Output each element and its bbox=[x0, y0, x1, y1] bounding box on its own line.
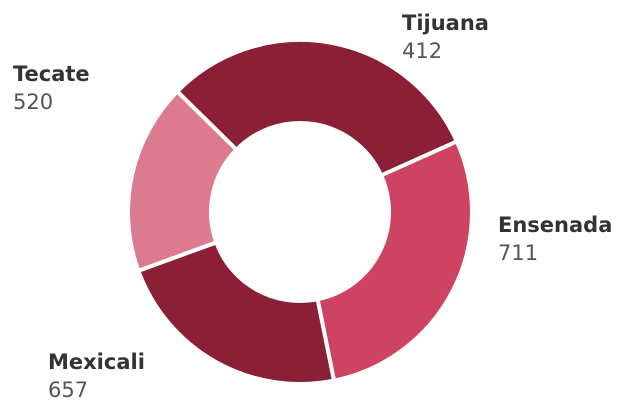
slice-value-mexicali: 657 bbox=[48, 378, 88, 402]
slices-group bbox=[126, 38, 474, 386]
slice-label-ensenada: Ensenada bbox=[498, 213, 612, 237]
slice-tijuana bbox=[126, 89, 239, 273]
slice-tecate bbox=[136, 240, 336, 386]
slice-mexicali bbox=[315, 139, 474, 383]
slice-label-tijuana: Tijuana bbox=[402, 11, 489, 35]
slice-label-tecate: Tecate bbox=[13, 62, 90, 86]
slice-value-tecate: 520 bbox=[13, 90, 53, 114]
slice-ensenada bbox=[175, 38, 459, 178]
labels-group: Tijuana 412 Ensenada 711 Mexicali 657 Tecate 52… bbox=[13, 11, 612, 402]
slice-value-tijuana: 412 bbox=[402, 39, 442, 63]
slice-label-mexicali: Mexicali bbox=[48, 350, 145, 374]
slice-value-ensenada: 711 bbox=[498, 241, 538, 265]
